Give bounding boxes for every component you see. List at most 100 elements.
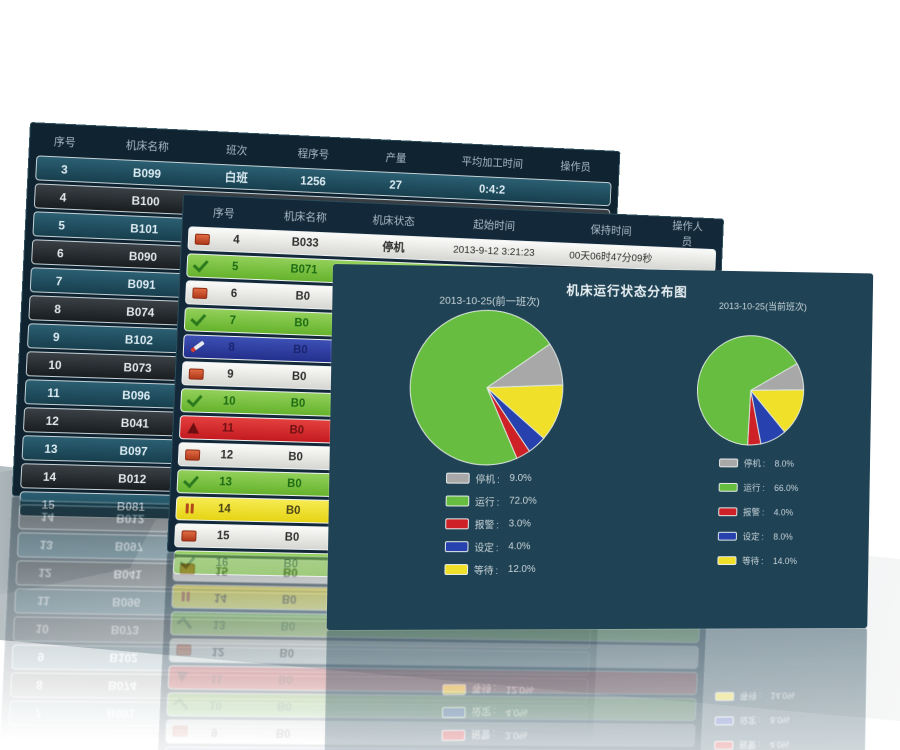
legend-label: 设定: [742, 530, 765, 543]
legend-value: 8.0%: [770, 715, 790, 726]
legend-label: 停机: [744, 457, 767, 470]
legend-item: 报警 3.0%: [441, 727, 532, 743]
legend-value: 3.0%: [505, 729, 528, 741]
cell-no: 9: [52, 329, 60, 344]
cell-no: 13: [218, 476, 233, 489]
legend-item: 运行 66.0%: [718, 481, 799, 494]
cell-program: 1256: [300, 173, 327, 189]
legend-value: 72.0%: [509, 495, 537, 507]
cell-name: B0: [276, 699, 292, 712]
cell-start: [413, 733, 531, 734]
cell-name: B0: [284, 531, 300, 544]
legend-item: 运行 72.0%: [445, 494, 537, 509]
cell-avg_time: [412, 689, 524, 690]
pause-icon: [177, 503, 203, 514]
legend-label: 运行: [743, 481, 766, 494]
legend-item: 停机 8.0%: [719, 457, 799, 470]
cell-status: [331, 706, 414, 707]
legend-item: 设定 4.0%: [441, 704, 533, 720]
cell-no: 13: [43, 441, 58, 456]
pie-slice-停机: [751, 363, 804, 391]
cell-no: 7: [55, 273, 63, 288]
cell-start: 2013-9-12 3:21:23: [452, 243, 535, 259]
cell-output: 27: [389, 177, 403, 192]
cell-no: 8: [54, 301, 62, 316]
cell-no: 11: [46, 385, 61, 400]
legend-label: 设定: [739, 714, 762, 727]
cell-name: B033: [291, 236, 319, 250]
legend-item: 报警 3.0%: [445, 516, 536, 531]
cell-no: 8: [228, 341, 236, 354]
stop-icon: [179, 448, 205, 461]
column-header-5: 操作人员: [672, 220, 704, 249]
cell-no: 11: [210, 671, 224, 684]
cell-name: B0: [283, 558, 299, 571]
pause-icon: [185, 503, 194, 514]
running-check-icon: [192, 256, 209, 273]
legend-value: 4.0%: [769, 739, 790, 750]
pie-slice-运行: [697, 335, 798, 445]
cell-start: [414, 707, 532, 708]
legend-swatch-icon: [718, 507, 738, 517]
cell-no: 14: [217, 503, 231, 516]
cell-shift: 白班: [224, 170, 249, 185]
cell-name: B0: [286, 477, 302, 491]
pie-slice-报警: [486, 388, 531, 459]
cell-no: 10: [222, 395, 236, 408]
column-header-output: 产量: [385, 152, 407, 165]
legend-value: 8.0%: [773, 531, 793, 542]
legend-value: 4.0%: [773, 507, 794, 517]
legend-value: 14.0%: [772, 555, 798, 566]
legend-swatch-icon: [444, 541, 469, 553]
legend-value: 9.0%: [509, 472, 532, 484]
alarm-triangle-icon: [169, 671, 195, 684]
cell-no: 9: [226, 368, 234, 381]
legend-swatch-icon: [445, 518, 469, 530]
column-header-1: 机床名称: [283, 210, 328, 225]
cell-no: 4: [59, 189, 67, 205]
legend-item: 设定 4.0%: [444, 539, 536, 554]
legend-label: 报警: [743, 505, 766, 518]
cell-name: B090: [105, 734, 134, 749]
alarm-triangle-icon: [180, 421, 206, 434]
alarm-triangle-icon: [187, 421, 200, 434]
running-check-icon: [168, 697, 194, 715]
cell-status: [332, 679, 415, 680]
stop-icon: [186, 286, 212, 299]
stop-icon: [191, 286, 208, 299]
legend-swatch-icon: [441, 729, 466, 741]
legend-item: 等待 14.0%: [717, 554, 797, 567]
legend-value: 66.0%: [774, 482, 799, 493]
legend-item: 报警 4.0%: [714, 738, 794, 750]
column-header-3: 起始时间: [472, 219, 516, 233]
legend-swatch-icon: [445, 495, 470, 507]
cell-no: 6: [33, 734, 41, 749]
cell-no: 7: [229, 314, 237, 328]
pie-slice-运行: [409, 309, 551, 465]
legend-value: 12.0%: [507, 564, 536, 575]
cell-no: 10: [208, 698, 223, 711]
cell-avg_time: [411, 716, 523, 717]
legend-label: 报警: [471, 727, 497, 742]
legend-item: 报警 4.0%: [718, 505, 798, 518]
table-row: 6 B090: [7, 728, 586, 750]
legend-item: 设定 8.0%: [714, 714, 795, 727]
cell-no: 9: [37, 650, 45, 665]
tool-pencil-icon: [184, 340, 210, 353]
legend-swatch-icon: [442, 684, 467, 696]
running-check-icon: [179, 552, 196, 570]
legend-swatch-icon: [717, 556, 737, 566]
legend-value: 4.0%: [508, 541, 531, 553]
cell-no: 5: [231, 261, 239, 274]
table-row: 10 B0: [166, 692, 697, 722]
legend-item: 设定 8.0%: [717, 530, 798, 543]
running-check-icon: [178, 471, 204, 489]
legend-swatch-icon: [717, 531, 737, 541]
legend-label: 等待: [474, 562, 500, 577]
table-row: 8B0: [163, 746, 695, 750]
cell-no: 6: [230, 287, 238, 301]
cell-avg_time: 0:4:2: [478, 181, 506, 197]
legend-value: 8.0%: [774, 458, 795, 469]
tool-pencil-icon: [189, 340, 205, 353]
pie-slice-等待: [486, 384, 563, 438]
